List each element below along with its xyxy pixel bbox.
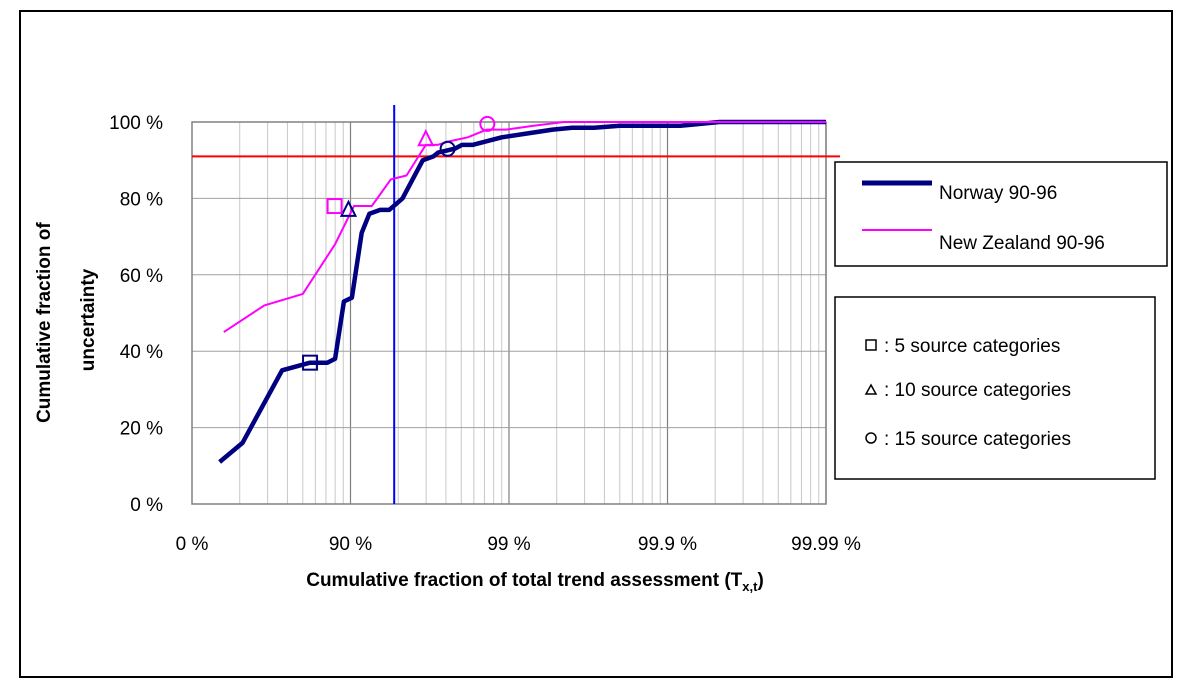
legend-lines: Norway 90-96 New Zealand 90-96: [834, 161, 1168, 267]
category-markers: [302, 115, 496, 371]
legend-lines-box: [834, 161, 1168, 267]
x-axis-title: Cumulative fraction of total trend asses…: [306, 570, 764, 594]
legend-markers: : 5 source categories : 10 source catego…: [834, 296, 1156, 480]
y-tick-label: 100 %: [109, 113, 163, 134]
chart-frame: [19, 10, 1173, 678]
x-axis-title-close: ): [757, 570, 763, 591]
y-tick-label: 60 %: [120, 266, 163, 287]
grid-lines: [191, 121, 827, 505]
y-axis-title-line1: Cumulative fraction of: [34, 222, 55, 423]
plot-area-border: [191, 121, 827, 505]
x-tick-label: 99 %: [487, 534, 530, 555]
marker-square: [326, 198, 343, 215]
marker-circle: [479, 115, 496, 132]
legend-triangle-label: : 10 source categories: [884, 380, 1071, 401]
x-tick-label: 99.99 %: [791, 534, 861, 555]
legend-markers-box: [834, 296, 1156, 480]
y-tick-label: 20 %: [120, 419, 163, 440]
x-axis-title-subscript: x,t: [742, 579, 758, 594]
marker-square: [302, 354, 319, 371]
legend-new-zealand-label: New Zealand 90-96: [939, 233, 1105, 254]
x-tick-label: 99.9 %: [638, 534, 697, 555]
legend-circle-icon: [865, 432, 877, 444]
series-lines: [218, 119, 826, 464]
x-axis-title-main: Cumulative fraction of total trend asses…: [306, 570, 742, 591]
x-tick-label: 90 %: [329, 534, 372, 555]
new-zealand-series-line: [223, 121, 826, 333]
legend-circle-label: : 15 source categories: [884, 429, 1071, 450]
y-axis-title-line2: uncertainty: [78, 268, 99, 371]
legend-square-label: : 5 source categories: [884, 336, 1060, 357]
y-axis-title: Cumulative fraction of uncertainty: [34, 217, 99, 423]
marker-triangle: [417, 128, 435, 147]
y-tick-label: 80 %: [120, 189, 163, 210]
x-tick-labels: 0 % 90 % 99 % 99.9 % 99.99 %: [176, 534, 861, 555]
reference-lines: [192, 105, 840, 504]
legend-square-icon: [865, 339, 877, 351]
legend-triangle-icon: [864, 383, 878, 395]
marker-triangle: [339, 199, 358, 217]
norway-series-line: [218, 119, 826, 464]
y-tick-label: 40 %: [120, 342, 163, 363]
marker-circle: [439, 140, 456, 157]
y-tick-label: 0 %: [130, 495, 163, 516]
y-tick-labels: 0 % 20 % 40 % 60 % 80 % 100 %: [109, 113, 163, 516]
legend-norway-label: Norway 90-96: [939, 183, 1057, 204]
x-tick-label: 0 %: [176, 534, 209, 555]
